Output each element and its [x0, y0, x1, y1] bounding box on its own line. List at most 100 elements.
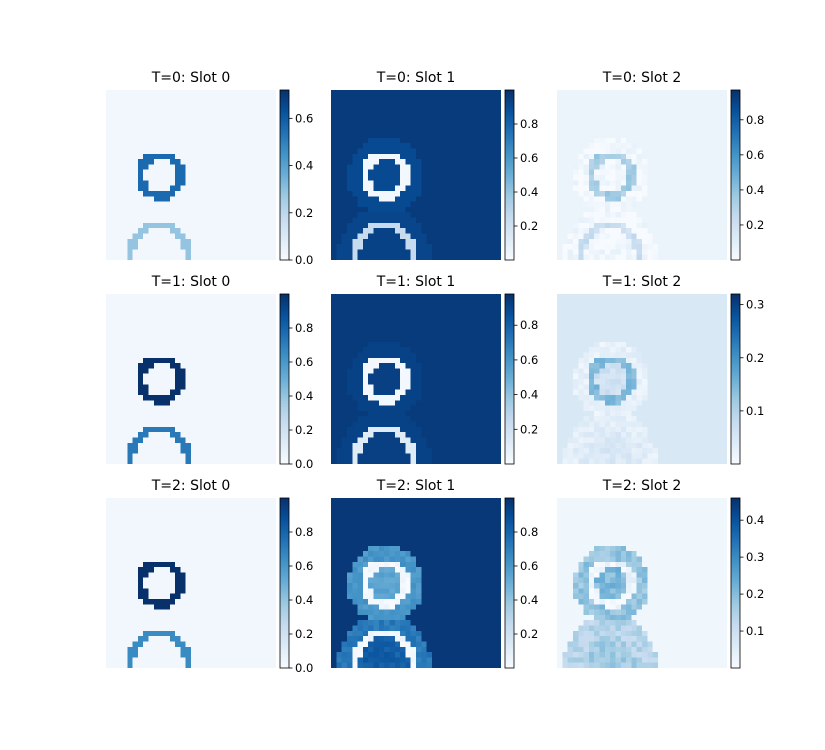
heatmap-cell [599, 132, 605, 138]
heatmap-cell [663, 222, 669, 229]
heatmap-cell [362, 315, 369, 321]
heatmap-cell [469, 249, 475, 255]
heatmap-cell [228, 453, 234, 459]
heatmap-cell [127, 320, 133, 326]
heatmap-cell [346, 143, 353, 149]
heatmap-cell [705, 169, 712, 176]
heatmap-cell [180, 153, 186, 160]
heatmap-cell [341, 357, 347, 364]
heatmap-cell [191, 169, 197, 176]
heatmap-cell [341, 347, 347, 353]
heatmap-cell [495, 212, 502, 218]
heatmap-cell [132, 201, 138, 207]
heatmap-cell [352, 309, 358, 316]
heatmap-cell [222, 389, 229, 395]
heatmap-cell [615, 132, 621, 138]
heatmap-cell [626, 238, 632, 245]
heatmap-cell [244, 458, 250, 465]
heatmap-cell [196, 159, 202, 165]
heatmap-cell [405, 137, 411, 144]
heatmap-cell [453, 196, 459, 202]
heatmap-cell [378, 304, 385, 310]
heatmap-cell [431, 426, 438, 433]
heatmap-cell [636, 90, 643, 96]
heatmap-cell [249, 384, 255, 390]
heatmap-cell [594, 254, 600, 261]
heatmap-cell [610, 196, 616, 202]
heatmap-cell [180, 121, 186, 128]
heatmap-cell [265, 363, 271, 369]
heatmap-cell [217, 217, 223, 223]
heatmap-cell [238, 116, 245, 122]
heatmap-cell [238, 201, 245, 207]
heatmap-cell [421, 180, 427, 186]
heatmap-cell [111, 233, 117, 239]
heatmap-cell [378, 137, 385, 144]
heatmap-cell [368, 137, 374, 144]
heatmap-cell [572, 121, 579, 128]
heatmap-cell [373, 137, 379, 144]
heatmap-cell [711, 222, 717, 229]
heatmap-cell [384, 294, 390, 300]
heatmap-cell [557, 212, 563, 218]
heatmap-cell [572, 100, 579, 106]
heatmap-cell [143, 448, 149, 454]
heatmap-cell [389, 331, 395, 337]
heatmap-cell [228, 352, 234, 358]
heatmap-cell [485, 400, 491, 406]
heatmap-cell [368, 299, 374, 305]
heatmap-cell [121, 190, 128, 197]
heatmap-cell [567, 159, 573, 165]
heatmap-cell [341, 368, 347, 374]
heatmap-cell [143, 432, 149, 438]
heatmap-cell [604, 228, 611, 234]
heatmap-cell [485, 233, 491, 239]
heatmap-cell [201, 325, 207, 332]
heatmap-cell [341, 153, 347, 160]
heatmap-cell [368, 357, 374, 364]
heatmap-cell [447, 363, 454, 369]
heatmap-cell [143, 175, 149, 181]
heatmap-cell [191, 379, 197, 385]
heatmap-cell [196, 347, 202, 353]
heatmap-cell [180, 180, 186, 186]
heatmap-cell [121, 357, 128, 364]
heatmap-cell [191, 190, 197, 197]
heatmap-cell [331, 299, 337, 305]
heatmap-cell [389, 100, 395, 106]
heatmap-cell [463, 100, 470, 106]
heatmap-cell [153, 175, 160, 181]
heatmap-cell [684, 196, 690, 202]
heatmap-cell [111, 384, 117, 390]
heatmap-cell [201, 254, 207, 261]
heatmap-cell [431, 249, 438, 255]
heatmap-cell [495, 363, 502, 369]
heatmap-cell [111, 175, 117, 181]
heatmap-cell [362, 190, 369, 197]
heatmap-cell [490, 212, 496, 218]
heatmap-cell [137, 254, 144, 261]
heatmap-cell [495, 394, 502, 401]
heatmap-cell [265, 206, 271, 213]
heatmap-cell [416, 320, 422, 326]
heatmap-cell [636, 143, 643, 149]
heatmap-cell [378, 180, 385, 186]
heatmap-cell [405, 426, 411, 433]
heatmap-cell [143, 389, 149, 395]
heatmap-cell [705, 244, 712, 250]
heatmap-cell [673, 254, 680, 261]
heatmap-cell [331, 153, 337, 160]
heatmap-cell [196, 105, 202, 112]
heatmap-cell [485, 206, 491, 213]
heatmap-cell [116, 325, 122, 332]
heatmap-cell [180, 201, 186, 207]
heatmap-cell [437, 137, 443, 144]
heatmap-cell [384, 309, 390, 316]
heatmap-cell [331, 249, 337, 255]
heatmap-cell [196, 121, 202, 128]
heatmap-cell [695, 90, 701, 96]
heatmap-cell [132, 116, 138, 122]
heatmap-cell [631, 175, 637, 181]
heatmap-cell [233, 442, 239, 449]
heatmap-cell [416, 394, 422, 401]
